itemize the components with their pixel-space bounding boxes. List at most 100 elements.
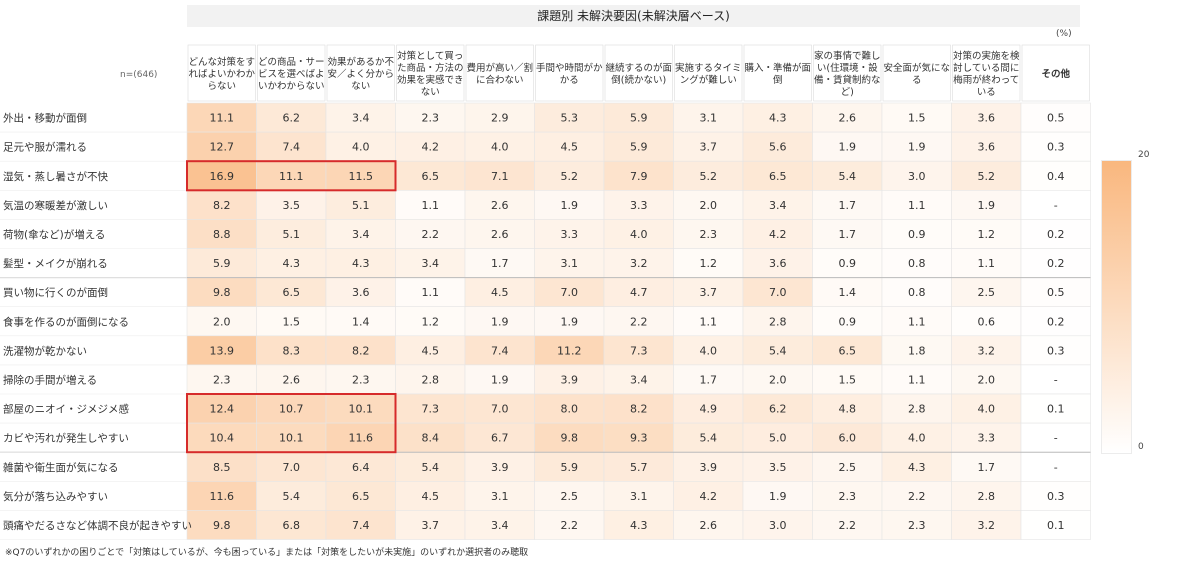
cell-value-label: 3.6 <box>352 286 370 299</box>
highlight-box <box>186 393 397 454</box>
heatmap-cell <box>951 510 1022 540</box>
cell-value-label: 7.3 <box>630 344 648 357</box>
cell-value-label: 8.2 <box>630 403 648 416</box>
heatmap-cell <box>534 393 605 424</box>
cell-value-label: 2.6 <box>491 199 509 212</box>
column-header-label: 購入・準備が面倒 <box>744 62 811 86</box>
heatmap-cell <box>812 451 883 482</box>
cell-value-label: 0.5 <box>1047 112 1065 125</box>
cell-value-label: 2.3 <box>352 373 370 386</box>
heatmap-cell <box>186 131 257 162</box>
heatmap-cell <box>603 248 674 278</box>
cell-value-label: 2.5 <box>561 490 579 503</box>
cell-value-label: 1.1 <box>700 315 718 328</box>
cell-value-label: 2.9 <box>491 112 509 125</box>
heatmap-cell <box>395 102 466 133</box>
cell-value-label: 1.7 <box>700 373 718 386</box>
heatmap-cell <box>464 510 535 540</box>
heatmap-cell <box>395 364 466 395</box>
heatmap-cell <box>395 277 466 308</box>
cell-value-label: 0.3 <box>1047 490 1065 503</box>
cell-value-label: 9.3 <box>630 432 648 445</box>
heatmap-cell <box>464 160 535 191</box>
column-header-label: どの商品・サービスを選べばよいかわからない <box>258 56 325 92</box>
heatmap-cell <box>881 393 952 424</box>
cell-value-label: 16.9 <box>210 170 235 183</box>
cell-value-label: 5.7 <box>630 461 648 474</box>
heatmap-cell <box>742 160 813 191</box>
cell-value-label: 7.0 <box>283 461 301 474</box>
heatmap-cell <box>464 219 535 249</box>
cell-value-label: 8.8 <box>213 228 231 241</box>
cell-value-label: 2.3 <box>700 228 718 241</box>
cell-value-label: 1.9 <box>978 199 996 212</box>
cell-value-label: 5.9 <box>630 141 648 154</box>
heatmap-cell <box>534 480 605 511</box>
cell-value-label: 10.1 <box>279 432 304 445</box>
column-header-box <box>882 44 951 102</box>
cell-value-label: 6.5 <box>283 286 301 299</box>
heatmap-cell <box>464 277 535 308</box>
cell-value-label: 2.2 <box>630 315 648 328</box>
cell-value-label: 12.4 <box>210 403 235 416</box>
column-header-box <box>1021 44 1090 102</box>
heatmap-cell <box>325 335 396 366</box>
heatmap-cell <box>951 190 1022 220</box>
cell-value-label: 8.2 <box>213 199 231 212</box>
cell-value-label: 11.2 <box>557 344 582 357</box>
cell-value-label: 3.7 <box>700 141 718 154</box>
cell-value-label: 5.4 <box>422 461 440 474</box>
cell-value-label: 4.5 <box>491 286 509 299</box>
heatmap-cell <box>534 277 605 308</box>
cell-value-label: 3.4 <box>352 112 370 125</box>
row-header-label: 足元や服が濡れる <box>3 141 87 154</box>
heatmap-cell <box>256 248 327 278</box>
heatmap-cell <box>742 422 813 453</box>
cell-value-label: 3.4 <box>630 373 648 386</box>
cell-value-label: 7.1 <box>491 170 509 183</box>
heatmap-cell <box>534 160 605 191</box>
cell-value-label: 4.2 <box>769 228 787 241</box>
cell-value-label: 0.1 <box>1047 519 1065 532</box>
cell-value-label: 1.2 <box>422 315 440 328</box>
highlight-box <box>186 160 397 192</box>
heatmap-cell <box>673 510 744 540</box>
heatmap-cell <box>186 364 257 395</box>
cell-value-label: 10.1 <box>349 403 374 416</box>
heatmap-cell <box>186 102 257 133</box>
cell-value-label: 11.6 <box>349 432 374 445</box>
cell-value-label: 0.1 <box>1047 403 1065 416</box>
cell-value-label: 1.9 <box>561 199 579 212</box>
cell-value-label: 3.1 <box>700 112 718 125</box>
cell-value-label: 4.0 <box>491 141 509 154</box>
column-headers: どんな対策をすればよいかわからないどの商品・サービスを選べばよいかわからない効果… <box>187 44 1090 102</box>
cell-value-label: 2.3 <box>422 112 440 125</box>
cell-value-label: 3.7 <box>700 286 718 299</box>
heatmap-cell <box>1020 510 1091 540</box>
heatmap-cell <box>534 219 605 249</box>
cell-value-label: 6.5 <box>769 170 787 183</box>
cell-value-label: 4.5 <box>561 141 579 154</box>
cell-value-label: 1.8 <box>908 344 926 357</box>
cell-value-label: 0.2 <box>1047 228 1065 241</box>
cell-value-label: 1.9 <box>491 315 509 328</box>
cell-value-label: 1.9 <box>839 141 857 154</box>
cell-value-label: 5.9 <box>213 257 231 270</box>
cell-value-label: 6.2 <box>283 112 301 125</box>
row-header-label: 髪型・メイクが崩れる <box>3 257 108 270</box>
heatmap-cell <box>812 335 883 366</box>
heatmap-cell <box>951 219 1022 249</box>
cell-value-label: 0.8 <box>908 286 926 299</box>
heatmap-cell <box>395 248 466 278</box>
heatmap-cell <box>325 248 396 278</box>
column-header-label: 効果があるか不安／よく分からない <box>327 56 394 92</box>
heatmap-cell <box>812 422 883 453</box>
heatmap-cell <box>256 422 327 453</box>
heatmap-cell <box>881 510 952 540</box>
cell-value-label: 2.3 <box>839 490 857 503</box>
heatmap-cell <box>881 335 952 366</box>
heatmap-cell <box>1020 422 1091 453</box>
cell-value-label: 7.3 <box>422 403 440 416</box>
cell-value-label: 2.3 <box>213 373 231 386</box>
heatmap-cell <box>534 102 605 133</box>
